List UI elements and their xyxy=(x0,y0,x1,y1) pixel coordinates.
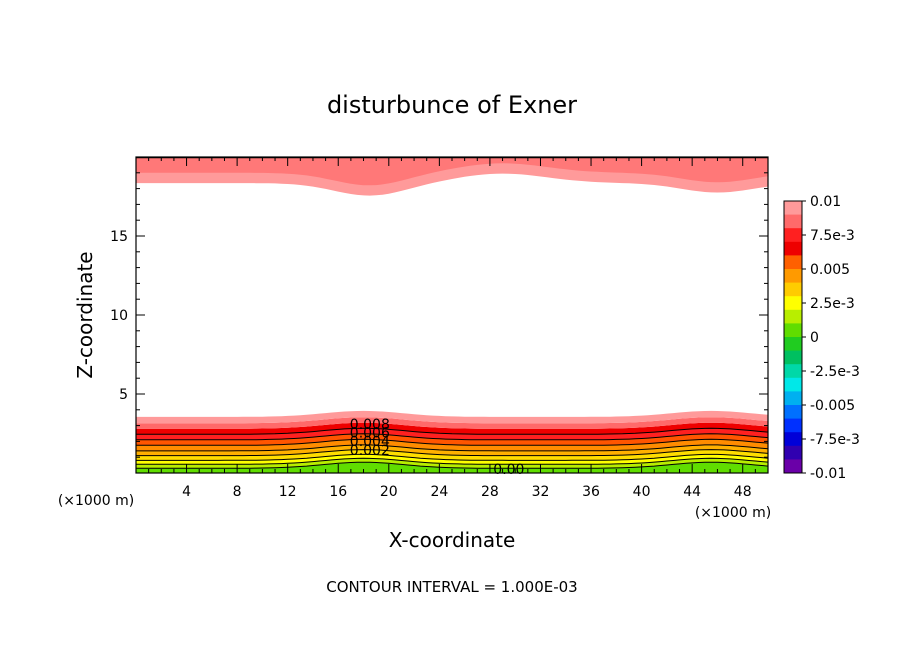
colorbar-swatch xyxy=(784,445,802,460)
contour-fill-layer xyxy=(136,157,768,473)
contour-band xyxy=(136,449,768,461)
x-tick-label: 20 xyxy=(380,484,398,500)
contour-label: 0.002 xyxy=(350,443,390,459)
colorbar-swatch xyxy=(784,269,802,284)
contour-line xyxy=(136,433,768,441)
x-tick-label: 4 xyxy=(182,484,191,500)
contour-band xyxy=(136,444,768,456)
x-tick-label: 12 xyxy=(279,484,297,500)
colorbar-tick-label: -0.005 xyxy=(810,398,855,414)
contour-label: 0.00 xyxy=(493,462,524,478)
contour-band xyxy=(136,422,768,435)
colorbar-tick-label: 0 xyxy=(810,330,819,346)
x-tick-label: 16 xyxy=(329,484,347,500)
colorbar-swatch xyxy=(784,241,802,256)
contour-label: 0.004 xyxy=(350,434,390,450)
contour-line xyxy=(136,444,768,452)
colorbar-swatch xyxy=(784,309,802,324)
colorbar-tick-label: 7.5e-3 xyxy=(810,228,855,244)
x-tick-label: 48 xyxy=(734,484,752,500)
colorbar-tick-label: 0.005 xyxy=(810,262,850,278)
x-tick-label: 24 xyxy=(430,484,448,500)
x-axis-label: X-coordinate xyxy=(389,528,516,552)
colorbar-swatch xyxy=(784,323,802,338)
colorbar-tick-label: -2.5e-3 xyxy=(810,364,860,380)
colorbar-tick-label: -0.01 xyxy=(810,466,846,482)
x-tick-label: 8 xyxy=(233,484,242,500)
contour-label: 0.008 xyxy=(350,417,390,433)
colorbar-swatch xyxy=(784,255,802,270)
x-tick-label: 44 xyxy=(683,484,701,500)
contour-line-layer xyxy=(136,157,768,469)
contour-band xyxy=(136,157,768,186)
colorbar-swatch xyxy=(784,459,802,474)
contour-line xyxy=(136,461,768,469)
colorbar: 0.01 7.5e-3 0.005 2.5e-3 0 -2.5e-3 -0.005 -7.5e… xyxy=(783,194,860,482)
x-tick-label: 40 xyxy=(633,484,651,500)
contour-band xyxy=(136,454,768,465)
contour-label: 0.006 xyxy=(350,426,390,442)
contour-line xyxy=(136,438,768,446)
colorbar-swatch xyxy=(784,201,802,216)
colorbar-swatch xyxy=(784,282,802,297)
colorbar-swatch xyxy=(784,364,802,379)
chart-title: disturbunce of Exner xyxy=(327,91,577,119)
colorbar-swatch xyxy=(784,418,802,433)
colorbar-swatch xyxy=(784,391,802,406)
y-tick-label: 15 xyxy=(110,229,128,245)
contour-line xyxy=(136,449,768,457)
y-tick-label: 5 xyxy=(119,387,128,403)
contour-line xyxy=(136,457,768,465)
x-tick-label: 32 xyxy=(532,484,550,500)
colorbar-swatch xyxy=(784,377,802,392)
colorbar-swatch xyxy=(784,296,802,311)
colorbar-tick-label: 0.01 xyxy=(810,194,841,210)
colorbar-swatch xyxy=(784,337,802,352)
colorbar-swatch xyxy=(784,405,802,420)
y-tick-label: 10 xyxy=(110,308,128,324)
colorbar-swatch xyxy=(784,432,802,447)
colorbar-swatch xyxy=(784,214,802,229)
contour-line xyxy=(136,453,768,461)
contour-interval-note: CONTOUR INTERVAL = 1.000E-03 xyxy=(326,578,577,596)
x-tick-label: 36 xyxy=(582,484,600,500)
contour-band xyxy=(136,462,768,473)
colorbar-tick-label: -7.5e-3 xyxy=(810,432,860,448)
x-tick-label: 28 xyxy=(481,484,499,500)
contour-line xyxy=(136,427,768,435)
colorbar-swatch xyxy=(784,350,802,365)
y-axis-label: Z-coordinate xyxy=(73,251,97,378)
contour-band xyxy=(136,458,768,469)
colorbar-swatch xyxy=(784,228,802,243)
x-axis-unit-left: (×1000 m) xyxy=(58,493,134,509)
y-axis-unit-right: (×1000 m) xyxy=(695,505,771,521)
colorbar-tick-label: 2.5e-3 xyxy=(810,296,855,312)
contour-band xyxy=(136,417,768,429)
contour-band xyxy=(136,410,768,424)
